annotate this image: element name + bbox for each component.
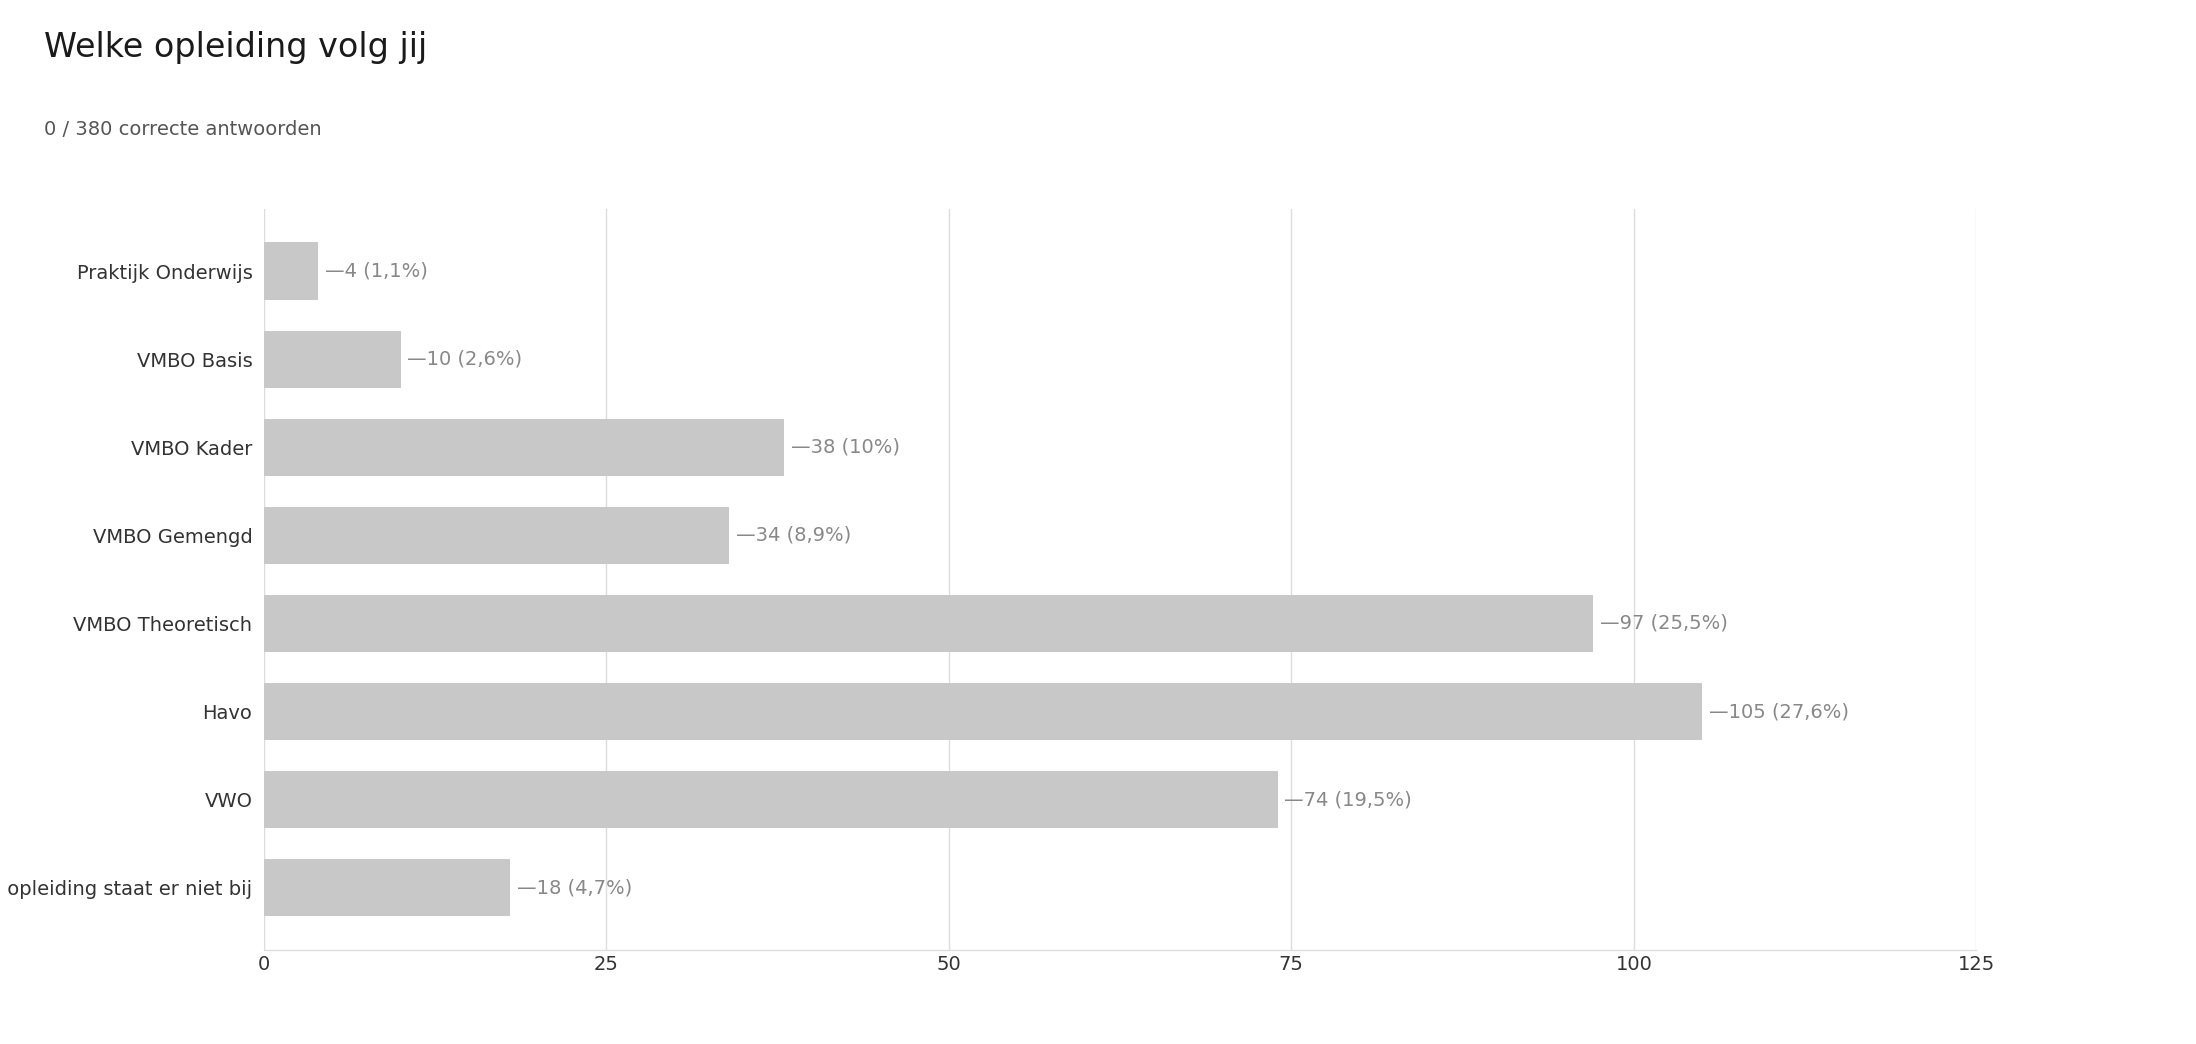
Text: 0 / 380 correcte antwoorden: 0 / 380 correcte antwoorden — [44, 120, 321, 139]
Bar — [264, 331, 400, 387]
Bar — [264, 419, 784, 476]
Text: —4 (1,1%): —4 (1,1%) — [325, 262, 428, 281]
Text: —105 (27,6%): —105 (27,6%) — [1708, 702, 1849, 721]
Bar — [264, 683, 1702, 740]
Bar — [264, 595, 1592, 652]
Bar — [264, 242, 318, 300]
Bar — [264, 859, 509, 917]
Text: —10 (2,6%): —10 (2,6%) — [408, 350, 523, 369]
Text: Welke opleiding volg jij: Welke opleiding volg jij — [44, 31, 428, 65]
Text: —18 (4,7%): —18 (4,7%) — [516, 878, 632, 897]
Text: —38 (10%): —38 (10%) — [791, 437, 900, 457]
Text: —97 (25,5%): —97 (25,5%) — [1599, 614, 1728, 633]
Bar — [264, 772, 1278, 828]
Bar — [264, 506, 729, 564]
Text: —34 (8,9%): —34 (8,9%) — [736, 526, 852, 545]
Text: —74 (19,5%): —74 (19,5%) — [1285, 790, 1412, 809]
